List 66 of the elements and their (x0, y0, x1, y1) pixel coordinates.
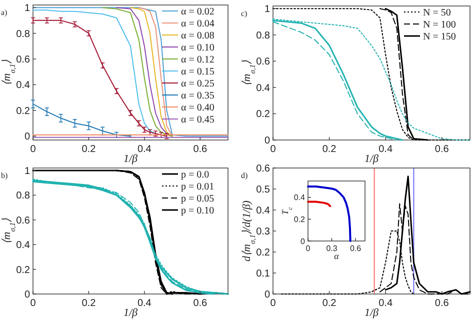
y-tick-label: 0 (264, 136, 270, 146)
legend-label: α = 0.25 (181, 78, 214, 90)
legend-label: N = 100 (423, 20, 456, 30)
y-tick-label: 0.2 (16, 106, 30, 117)
text: c) (241, 9, 248, 18)
y-tick-label: 0.4 (256, 206, 270, 216)
x-tick-label: 0.6 (434, 298, 450, 309)
legend-label: p = 0.10 (181, 206, 214, 216)
y-tick-label: 1 (24, 3, 30, 14)
y-tick-label: 0.5 (256, 184, 270, 196)
text: a) (1, 8, 8, 17)
y-tick-label: 0.6 (256, 56, 270, 68)
x-tick-label: 0.6 (193, 298, 208, 309)
y-tick-label: 0.8 (256, 30, 270, 42)
y-tick-label: 1 (264, 4, 270, 16)
y-tick-label: 0.4 (256, 82, 270, 94)
legend-label: α = 0.45 (181, 114, 214, 126)
x-tick-label: 0.4 (137, 298, 152, 309)
legend-label: α = 0.02 (181, 6, 214, 18)
x-axis-title: α (334, 251, 340, 261)
x-axis-title: 1/β (364, 153, 380, 165)
legend-label: α = 0.35 (181, 90, 214, 102)
y-tick-label: 0 (24, 290, 30, 300)
legend-label: α = 0.04 (181, 18, 214, 30)
x-tick-label: 0.3 (326, 244, 338, 253)
legend-label: p = 0.05 (181, 194, 214, 204)
x-axis-title: 1/β (123, 153, 138, 165)
x-tick-label: 0.4 (378, 144, 393, 155)
y-tick-label: 0.6 (16, 215, 30, 226)
y-tick-label: 0.2 (294, 214, 306, 224)
legend-label: α = 0.15 (181, 66, 214, 78)
legend-label: p = 0.0 (181, 170, 210, 180)
y-tick-label: 0.4 (16, 80, 30, 92)
legend-label: α = 0.12 (181, 54, 214, 66)
x-tick-label: 0.6 (434, 144, 450, 155)
y-tick-label: 0.4 (294, 193, 306, 202)
y-tick-label: 0 (300, 236, 306, 246)
x-tick-label: 0.2 (82, 144, 96, 155)
text: d) (241, 171, 248, 180)
y-tick-label: 0.6 (256, 164, 270, 174)
y-tick-label: 0.2 (256, 109, 270, 120)
x-tick-label: 0.6 (350, 244, 362, 253)
legend-label: N = 150 (423, 32, 456, 42)
y-tick-label: 0.6 (16, 54, 30, 66)
x-tick-label: 0.6 (193, 144, 208, 155)
x-tick-label: 0.4 (137, 144, 152, 155)
legend-label: α = 0.10 (181, 42, 214, 54)
y-tick-label: 0 (24, 132, 30, 143)
text: b) (1, 171, 8, 180)
y-tick-label: 0.8 (16, 190, 30, 202)
legend-label: α = 0.40 (181, 102, 214, 114)
y-tick-label: 1 (24, 166, 30, 177)
legend-label: α = 0.08 (181, 30, 214, 42)
y-tick-label: 0.2 (16, 264, 30, 276)
y-tick-label: 0.1 (256, 268, 270, 280)
x-tick-label: 0.2 (322, 144, 337, 155)
y-tick-label: 0.3 (256, 226, 270, 238)
x-tick-label: 0.2 (82, 298, 96, 309)
x-tick-label: 0.2 (322, 298, 337, 309)
y-tick-label: 0.8 (16, 28, 30, 40)
x-axis-title: 1/β (123, 307, 138, 319)
legend-label: p = 0.01 (181, 182, 214, 192)
x-axis-title: 1/β (364, 307, 380, 319)
legend-label: N = 50 (423, 8, 451, 18)
x-tick-label: 0.4 (378, 298, 393, 309)
y-tick-label: 0 (264, 290, 270, 300)
